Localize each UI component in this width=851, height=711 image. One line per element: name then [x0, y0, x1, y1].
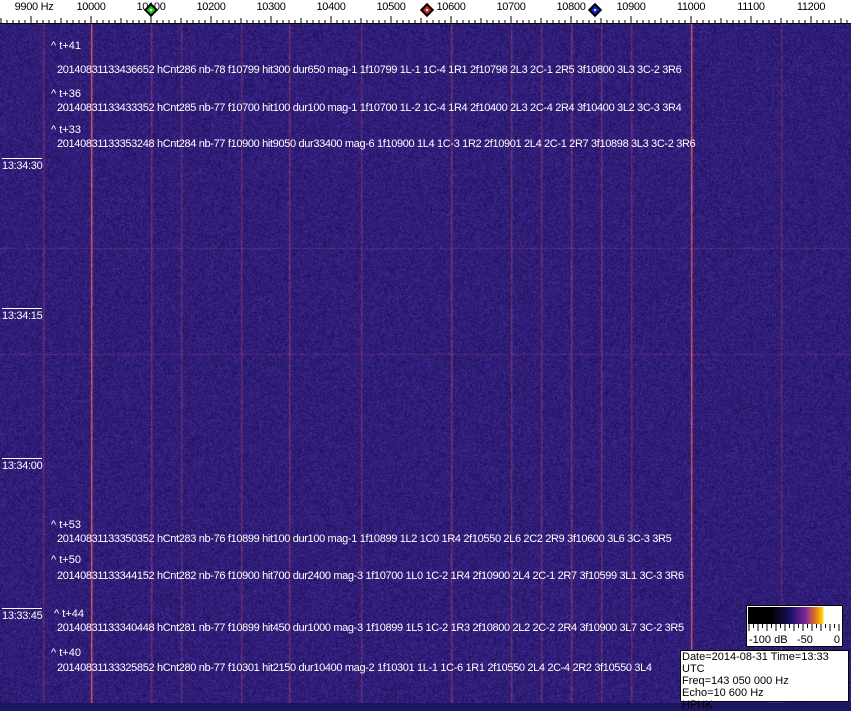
spectrogram-waterfall[interactable] — [0, 24, 851, 703]
time-label: 13:33:45 — [2, 608, 42, 622]
relative-time-label: ^ t+40 — [51, 647, 81, 659]
detection-line: 20140831133433352 hCnt285 nb-77 f10700 h… — [57, 102, 681, 114]
color-gradient — [748, 607, 841, 624]
frequency-label: 10800 — [556, 1, 585, 13]
relative-time-label: ^ t+53 — [51, 519, 81, 531]
detection-line: 20140831133353248 hCnt284 nb-77 f10900 h… — [57, 138, 695, 150]
frequency-label: 10600 — [436, 1, 465, 13]
time-label: 13:34:00 — [2, 458, 42, 472]
relative-time-label: ^ t+41 — [51, 40, 81, 52]
detection-line: 20140831133436652 hCnt286 nb-78 f10799 h… — [57, 64, 681, 76]
colorbar-label: -50 — [797, 634, 813, 646]
frequency-label: 10700 — [496, 1, 525, 13]
frequency-label: 10400 — [316, 1, 345, 13]
detection-line: 20140831133325852 hCnt280 nb-77 f10301 h… — [57, 662, 652, 674]
info-panel: Date=2014-08-31 Time=13:33 UTC Freq=143 … — [680, 650, 849, 702]
frequency-ruler[interactable]: 9900 Hz100001010010200103001040010500106… — [0, 0, 851, 24]
relative-time-label: ^ t+33 — [51, 124, 81, 136]
detection-line: 20140831133340448 hCnt281 nb-77 f10899 h… — [57, 622, 684, 634]
frequency-label: 11200 — [797, 1, 825, 13]
date-time-text: Date=2014-08-31 Time=13:33 UTC — [682, 651, 848, 675]
echo-text: Echo=10 600 Hz — [682, 687, 848, 699]
frequency-label: 10500 — [376, 1, 405, 13]
color-scale-legend: -100 dB -50 0 — [746, 605, 843, 647]
frequency-label: 10900 — [616, 1, 645, 13]
frequency-label: 9900 Hz — [15, 1, 54, 13]
frequency-label: 11000 — [677, 1, 705, 13]
relative-time-label: ^ t+44 — [54, 608, 84, 620]
detection-line: 20140831133350352 hCnt283 nb-76 f10899 h… — [57, 533, 671, 545]
frequency-label: 10200 — [196, 1, 225, 13]
colorbar-label: 0 — [834, 634, 840, 646]
color-scale-ticks — [747, 624, 842, 634]
time-label: 13:34:15 — [2, 308, 42, 322]
frequency-label: 10300 — [256, 1, 285, 13]
detection-line: 20140831133344152 hCnt282 nb-76 f10900 h… — [57, 570, 684, 582]
frequency-label: 11100 — [737, 1, 764, 13]
colorbar-label: -100 dB — [749, 634, 788, 646]
time-label: 13:34:30 — [2, 158, 42, 172]
frequency-label: 10000 — [76, 1, 105, 13]
relative-time-label: ^ t+36 — [51, 88, 81, 100]
frequency-text: Freq=143 050 000 Hz — [682, 675, 848, 687]
relative-time-label: ^ t+50 — [51, 554, 81, 566]
station-text: HPHK — [682, 699, 848, 711]
